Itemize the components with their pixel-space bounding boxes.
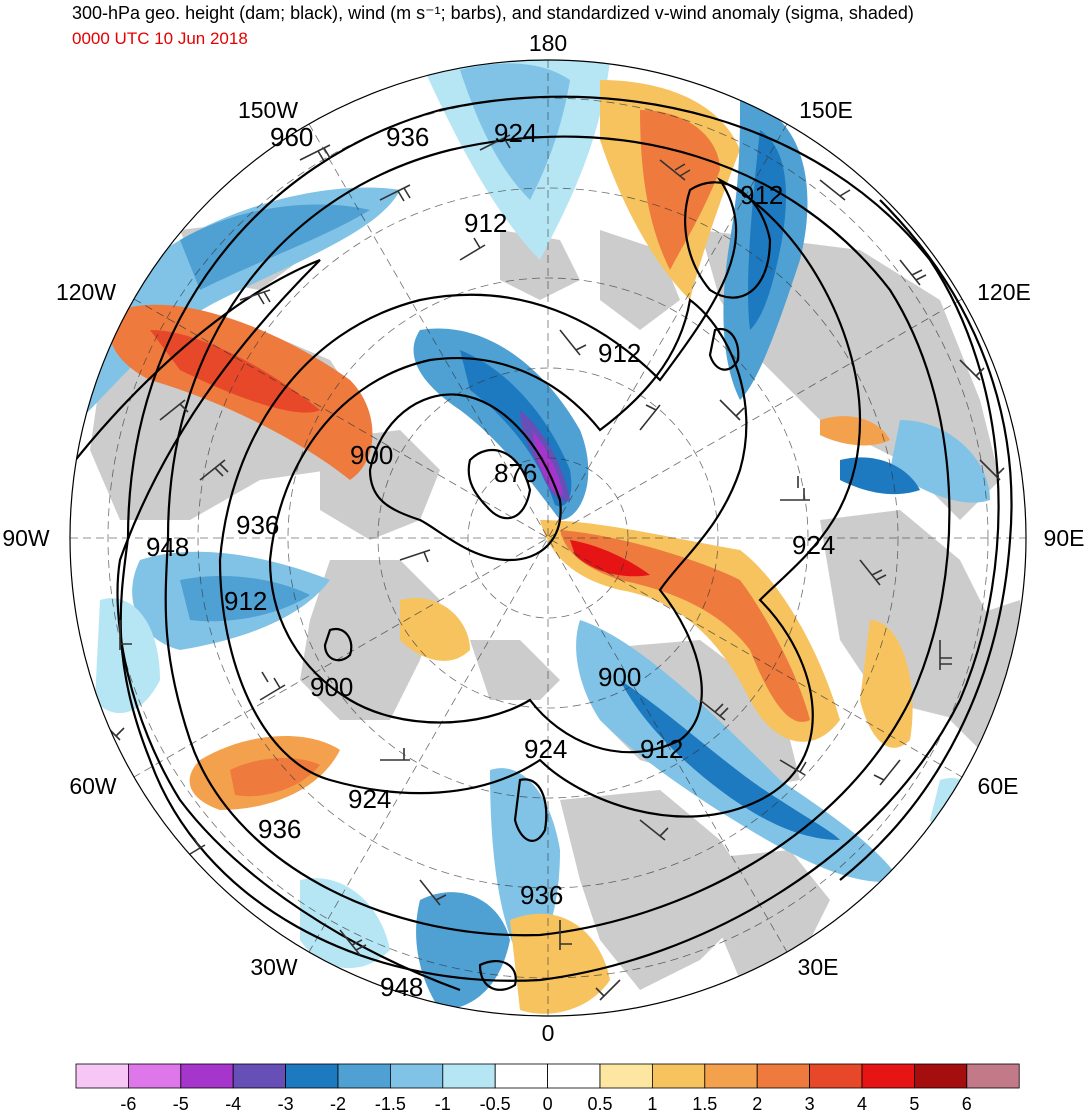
contour-label: 924 <box>792 530 835 560</box>
contour-label: 960 <box>270 122 313 152</box>
colorbar-swatch <box>75 1063 129 1089</box>
colorbar-tick-label: 2 <box>752 1094 762 1112</box>
colorbar-tick-label: -3 <box>278 1094 294 1112</box>
contour-label: 912 <box>640 734 683 764</box>
colorbar-tick-label: -5 <box>173 1094 189 1112</box>
contour-label: 936 <box>520 880 563 910</box>
colorbar-tick-label: -0.5 <box>480 1094 511 1112</box>
contour-label: 912 <box>598 338 641 368</box>
colorbar-swatch <box>127 1063 182 1089</box>
colorbar-swatch <box>442 1063 496 1089</box>
colorbar-tick-label: 0.5 <box>587 1094 612 1112</box>
colorbar-tick-label: 4 <box>857 1094 867 1112</box>
chart-title: 300-hPa geo. height (dam; black), wind (… <box>72 3 914 23</box>
contour-label: 912 <box>224 586 267 616</box>
colorbar-swatch <box>652 1063 706 1089</box>
colorbar: -6 -5 -4 -3 -2 -1.5 -1 -0.5 0 0.5 1 1.5 2 3 4 5 6 <box>75 1063 1020 1112</box>
colorbar-tick-label: -2 <box>330 1094 346 1112</box>
colorbar-swatch <box>285 1063 339 1089</box>
contour-labels: 960 936 924 912 912 912 876 900 936 948 … <box>146 118 835 1002</box>
colorbar-swatch <box>966 1063 1020 1089</box>
lon-label-120w: 120W <box>56 279 116 305</box>
contour-label: 876 <box>494 458 537 488</box>
contour-label: 900 <box>310 672 353 702</box>
lon-label-180: 180 <box>529 30 567 56</box>
lon-label-0: 0 <box>542 1020 555 1046</box>
contour-label: 912 <box>464 208 507 238</box>
colorbar-swatch <box>809 1063 863 1089</box>
lon-label-60w: 60W <box>69 773 117 799</box>
colorbar-swatch <box>180 1063 234 1089</box>
contour-label: 936 <box>386 122 429 152</box>
colorbar-swatch <box>704 1063 758 1089</box>
colorbar-swatch <box>756 1063 811 1089</box>
colorbar-tick-label: 1 <box>647 1094 657 1112</box>
colorbar-swatch <box>389 1063 444 1089</box>
colorbar-swatch <box>599 1063 653 1089</box>
colorbar-tick-label: 5 <box>909 1094 919 1112</box>
colorbar-tick-label: 0 <box>543 1094 553 1112</box>
map-boundary <box>69 59 1027 1017</box>
contour-label: 924 <box>524 734 567 764</box>
colorbar-swatch <box>914 1063 968 1089</box>
lon-label-30e: 30E <box>798 954 839 980</box>
lon-label-150e: 150E <box>799 97 853 123</box>
contour-label: 900 <box>598 662 641 692</box>
colorbar-swatch <box>494 1063 549 1089</box>
colorbar-swatch <box>337 1063 391 1089</box>
longitude-labels: 180 150E 120E 90E 60E 30E 0 30W 60W 90W … <box>2 30 1084 1046</box>
colorbar-swatch <box>861 1063 915 1089</box>
contour-label: 936 <box>258 814 301 844</box>
colorbar-tick-label: 3 <box>805 1094 815 1112</box>
contour-label: 948 <box>380 972 423 1002</box>
valid-time: 0000 UTC 10 Jun 2018 <box>72 29 248 48</box>
contour-label: 900 <box>350 440 393 470</box>
lon-label-150w: 150W <box>238 97 298 123</box>
colorbar-tick-label: 1.5 <box>692 1094 717 1112</box>
lon-label-120e: 120E <box>977 279 1031 305</box>
contour-label: 924 <box>494 118 537 148</box>
colorbar-tick-label: -1 <box>435 1094 451 1112</box>
colorbar-tick-label: -4 <box>225 1094 241 1112</box>
contour-label: 912 <box>740 180 783 210</box>
colorbar-swatch <box>232 1063 286 1089</box>
contour-label: 936 <box>236 510 279 540</box>
lon-label-30w: 30W <box>250 954 298 980</box>
colorbar-tick-label: -6 <box>120 1094 136 1112</box>
colorbar-tick-label: -1.5 <box>375 1094 406 1112</box>
contour-label: 948 <box>146 532 189 562</box>
colorbar-tick-label: 6 <box>962 1094 972 1112</box>
contour-label: 924 <box>348 784 391 814</box>
lon-label-90e: 90E <box>1044 525 1085 551</box>
lon-label-60e: 60E <box>978 773 1019 799</box>
lon-label-90w: 90W <box>2 525 50 551</box>
height-contours <box>70 95 1013 992</box>
colorbar-swatch <box>547 1063 601 1089</box>
